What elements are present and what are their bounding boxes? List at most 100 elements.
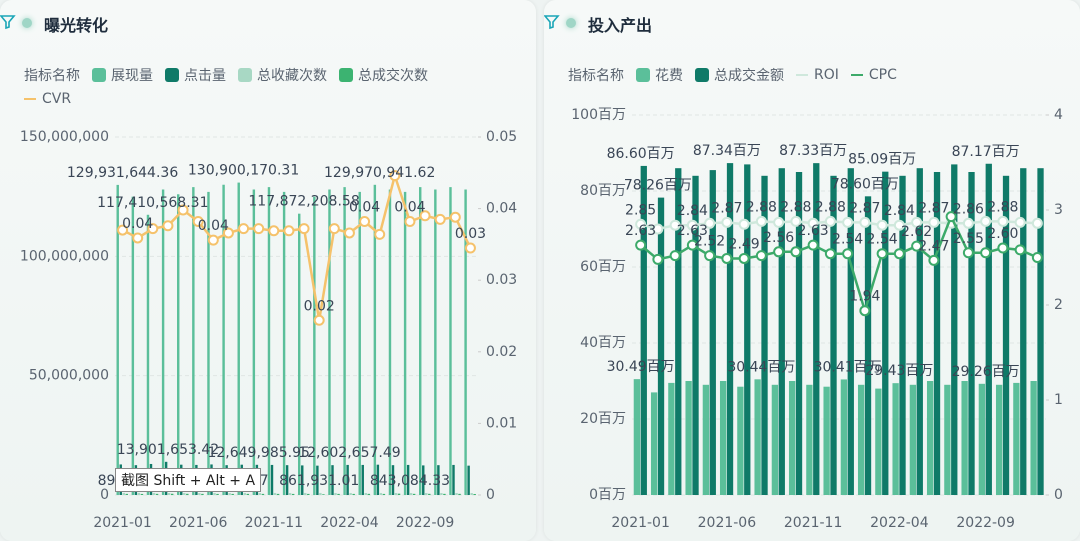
bar <box>1037 168 1044 495</box>
value-label: 12,602,657.49 <box>298 445 400 461</box>
legend-item[interactable]: CPC <box>850 66 897 84</box>
value-label: 2.52 <box>694 234 725 250</box>
chart: 0 50,000,000 100,000,000 150,000,000 0 0.01 0.… <box>20 129 517 531</box>
bar <box>1020 168 1027 495</box>
value-label: 87.17百万 <box>952 144 1020 160</box>
bar <box>373 184 377 496</box>
legend-item[interactable]: 花费 <box>636 66 683 84</box>
bar <box>968 172 975 495</box>
filter-icon[interactable] <box>544 14 560 30</box>
bar <box>875 388 882 495</box>
line-point <box>824 215 836 227</box>
y-tick-label: 40百万 <box>580 335 626 351</box>
value-label: 2.85 <box>625 202 656 218</box>
line-point <box>859 305 871 317</box>
legend-item[interactable]: 总成交次数 <box>339 66 428 84</box>
value-label: 2.88 <box>746 199 777 215</box>
value-label: 2.63 <box>625 223 656 239</box>
line-point <box>824 248 836 260</box>
bar <box>719 381 727 495</box>
bar <box>243 492 246 495</box>
legend-label: 花费 <box>655 68 683 84</box>
line-point <box>389 170 401 182</box>
bar <box>125 493 129 495</box>
legend-label: CVR <box>42 91 72 107</box>
value-label: 2.47 <box>918 238 949 254</box>
bar <box>795 172 803 495</box>
x-tick-label: 2021-11 <box>245 515 304 531</box>
value-label: 29.43百万 <box>865 363 933 379</box>
value-label: 13,901,653.42 <box>117 442 219 458</box>
bar <box>288 492 292 495</box>
legend-item[interactable]: ROI <box>796 66 839 84</box>
y2-tick-label: 0.03 <box>486 272 517 288</box>
bar <box>640 165 647 496</box>
bar <box>685 381 692 495</box>
bar <box>452 464 455 495</box>
bar <box>985 163 992 495</box>
line-point <box>283 225 295 237</box>
line-point <box>1014 216 1026 228</box>
bar <box>376 464 380 495</box>
legend-item[interactable]: 总收藏次数 <box>238 66 327 84</box>
legend-item[interactable]: 点击量 <box>165 66 226 84</box>
bar <box>231 493 234 495</box>
filter-shape <box>0 15 16 30</box>
bar <box>857 384 865 495</box>
value-label: 2.63 <box>677 223 708 239</box>
line-point <box>635 218 647 230</box>
value-label: 1.94 <box>849 289 880 305</box>
line-point <box>773 216 785 228</box>
line-point <box>434 213 446 225</box>
bar <box>337 493 340 495</box>
bar <box>761 175 768 496</box>
line-point <box>253 223 265 235</box>
line-point <box>238 223 250 235</box>
y2-tick-label: 1 <box>1054 392 1063 408</box>
y-tick-label: 20百万 <box>580 411 626 427</box>
bar <box>633 379 641 495</box>
line-point <box>842 216 854 228</box>
legend-swatch <box>850 74 863 76</box>
y-tick-label: 0 <box>100 487 109 503</box>
bar <box>313 196 316 495</box>
line-point <box>755 215 767 227</box>
bar <box>754 379 761 495</box>
legend-swatch <box>24 98 36 100</box>
filter-icon[interactable] <box>0 14 16 30</box>
legend-item[interactable]: 总成交金额 <box>695 66 784 84</box>
filter-shape <box>544 15 560 30</box>
bar <box>192 187 195 495</box>
bar <box>328 189 331 496</box>
bar <box>382 493 386 495</box>
bar <box>228 493 231 495</box>
line-point <box>704 217 716 229</box>
bar <box>258 492 262 495</box>
bar <box>304 492 307 495</box>
bar <box>170 493 174 495</box>
value-label: 30.49百万 <box>607 359 675 375</box>
bar <box>213 493 216 495</box>
bar <box>909 384 917 495</box>
line-point <box>343 227 355 239</box>
bar <box>201 493 204 495</box>
bar <box>216 493 219 495</box>
legend-item[interactable]: CVR <box>24 90 71 108</box>
legend-label: CPC <box>868 67 897 83</box>
value-label: 2.54 <box>832 232 863 248</box>
bar <box>840 379 848 495</box>
line-point <box>162 220 174 232</box>
screenshot-hint: 截图 Shift + Alt + A <box>115 468 262 492</box>
bar <box>319 492 322 495</box>
bar <box>409 492 413 495</box>
bar <box>131 196 135 495</box>
bar <box>183 492 186 495</box>
value-label: 2.62 <box>901 224 932 240</box>
line-point <box>755 250 767 262</box>
value-label: 30.44百万 <box>727 359 795 375</box>
line-point <box>945 211 957 223</box>
legend: 指标名称 展现量 点击量 总收藏次数 总成交次数 CVR <box>24 66 484 108</box>
legend-item[interactable]: 展现量 <box>92 66 153 84</box>
line-point <box>807 239 819 251</box>
bar <box>428 493 431 495</box>
